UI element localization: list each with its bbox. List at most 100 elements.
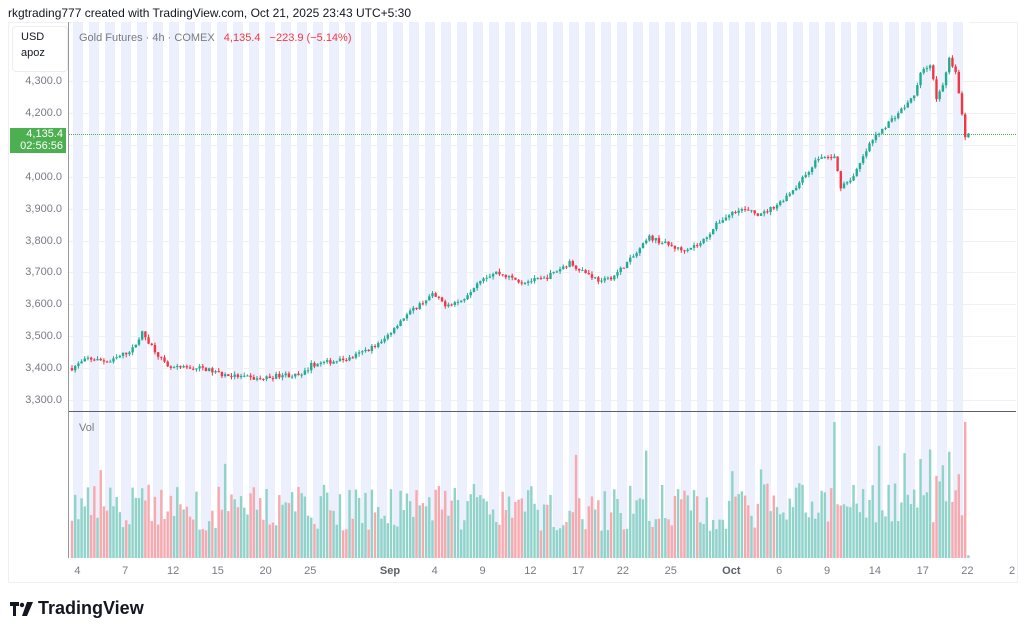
candle — [236, 374, 240, 378]
volume-bar — [804, 512, 807, 558]
symbol-legend[interactable]: Gold Futures · 4h · COMEX 4,135.4 −223.9… — [79, 32, 352, 44]
volume-bar — [549, 494, 552, 558]
price-tick: 4,000.0 — [25, 170, 62, 183]
volume-bar — [511, 517, 514, 558]
volume-bar — [73, 494, 77, 558]
candle — [153, 344, 157, 353]
volume-bar — [112, 506, 115, 558]
volume-bar — [93, 486, 96, 558]
volume-bar — [102, 506, 106, 558]
price-tick: 3,700.0 — [25, 266, 62, 279]
volume-bar — [424, 506, 428, 558]
volume-bar — [546, 504, 549, 558]
volume-bar — [389, 489, 393, 558]
candle — [217, 371, 220, 373]
candle — [459, 300, 463, 302]
candle — [606, 277, 610, 279]
volume-bar — [660, 484, 664, 558]
candle — [849, 180, 852, 183]
tradingview-logo[interactable]: TradingView — [10, 598, 144, 619]
volume-bar — [182, 509, 185, 558]
time-tick: Sep — [379, 565, 401, 577]
candle — [115, 357, 118, 359]
candle — [925, 68, 929, 70]
pane-separator[interactable] — [69, 411, 1016, 412]
candle — [112, 358, 115, 362]
candles-svg — [70, 55, 970, 558]
candle — [667, 241, 670, 245]
volume-bar — [220, 509, 224, 558]
candle — [798, 182, 801, 189]
candle — [565, 266, 568, 268]
candle — [699, 243, 702, 246]
volume-bar — [881, 510, 884, 558]
volume-bar — [284, 502, 287, 558]
volume-bar — [807, 517, 811, 558]
candle — [555, 271, 559, 273]
volume-bar — [964, 422, 967, 558]
volume-bar — [578, 498, 581, 558]
candle — [715, 222, 718, 230]
volume-bar — [450, 500, 453, 558]
volume-bar — [721, 519, 724, 558]
candle — [73, 366, 77, 371]
candle — [252, 377, 256, 380]
candle — [198, 366, 201, 369]
candle — [440, 297, 444, 302]
candle — [845, 182, 849, 184]
volume-bar — [421, 503, 425, 558]
candle — [855, 168, 858, 177]
candle — [791, 190, 795, 194]
candle — [354, 353, 358, 358]
candle — [938, 91, 941, 100]
candle — [230, 376, 233, 378]
volume-bar — [437, 486, 441, 558]
candle — [341, 358, 345, 361]
volume-bar — [249, 493, 252, 558]
currency-unit-selector[interactable]: USD apoz — [12, 26, 68, 72]
volume-bar — [255, 509, 259, 558]
candle — [370, 345, 374, 352]
candle — [456, 301, 460, 303]
candle — [507, 275, 511, 278]
candle — [584, 270, 587, 273]
candle — [214, 371, 217, 373]
volume-bar — [105, 510, 109, 558]
price-tick: 3,600.0 — [25, 298, 62, 311]
volume-bar — [201, 529, 204, 558]
candle — [243, 375, 246, 377]
volume-bar — [431, 520, 434, 558]
candle — [568, 261, 571, 267]
time-tick: 4 — [431, 565, 438, 577]
volume-bar — [144, 500, 147, 558]
candle — [361, 351, 364, 353]
candle — [89, 357, 93, 360]
grid-line — [69, 176, 1016, 178]
time-tick: 7 — [122, 565, 129, 577]
volume-bar — [941, 465, 945, 558]
last-price-badge: 4,135.4 02:56:56 — [10, 128, 66, 153]
volume-bar — [274, 525, 278, 558]
candle — [536, 277, 539, 279]
volume-bar — [479, 495, 482, 558]
candle — [673, 245, 677, 249]
candle — [542, 277, 546, 279]
candle — [326, 360, 329, 362]
volume-bar — [290, 492, 294, 558]
volume-bar — [817, 512, 820, 558]
chart-plot-area[interactable]: Gold Futures · 4h · COMEX 4,135.4 −223.9… — [68, 22, 1016, 558]
grid-line — [69, 81, 1016, 82]
volume-bar — [297, 487, 300, 558]
volume-bar — [906, 494, 909, 558]
volume-bar — [727, 500, 731, 558]
candle — [718, 222, 721, 224]
volume-bar — [392, 524, 396, 558]
candle — [402, 318, 405, 321]
volume-bar — [928, 449, 932, 558]
candle — [664, 241, 667, 244]
volume-bar — [408, 501, 412, 558]
candle — [523, 282, 527, 284]
volume-bar — [798, 483, 801, 558]
candle — [274, 373, 278, 379]
volume-bar — [912, 489, 916, 558]
